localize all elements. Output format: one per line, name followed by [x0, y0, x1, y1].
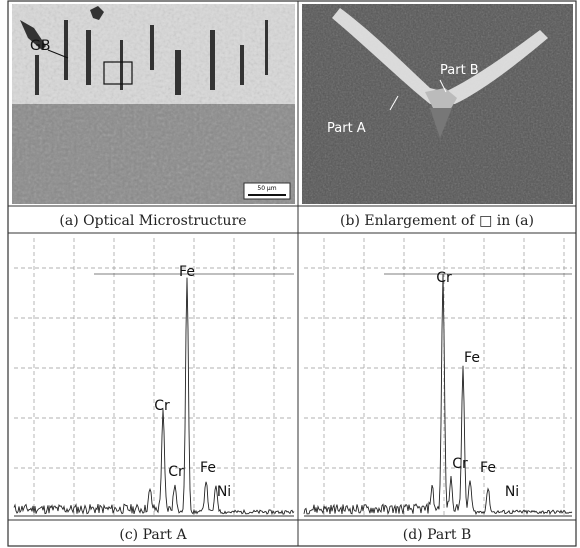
peak-label: Fe — [200, 460, 216, 476]
peak-label: Cr — [452, 456, 468, 472]
figure: GB 50 μm Part B Part A (a) Optical Micro… — [0, 0, 580, 548]
peak-label: Ni — [505, 484, 519, 500]
peak-label: Cr — [436, 270, 452, 286]
caption: (d) Part B — [403, 527, 472, 543]
sem-image: Part B Part A — [302, 4, 573, 204]
part-b-label: Part B — [440, 63, 479, 78]
caption: (b) Enlargement of □ in (a) — [340, 213, 534, 229]
spectrum-line — [304, 274, 572, 514]
caption: (c) Part A — [119, 527, 187, 543]
peak-label: Ni — [217, 484, 231, 500]
part-a-label: Part A — [327, 121, 366, 136]
peak-label: Cr — [168, 464, 184, 480]
eds-spectrum: Cr Fe Cr Fe Ni — [304, 238, 572, 516]
scale-bar-label: 50 μm — [257, 185, 276, 192]
peak-label: Fe — [480, 460, 496, 476]
caption: (a) Optical Microstructure — [59, 213, 246, 229]
grain-boundary-label: GB — [30, 38, 50, 54]
peak-label: Cr — [154, 398, 170, 414]
optical-micrograph: GB 50 μm — [12, 4, 295, 204]
peak-label: Fe — [464, 350, 480, 366]
peak-label: Fe — [179, 264, 195, 280]
